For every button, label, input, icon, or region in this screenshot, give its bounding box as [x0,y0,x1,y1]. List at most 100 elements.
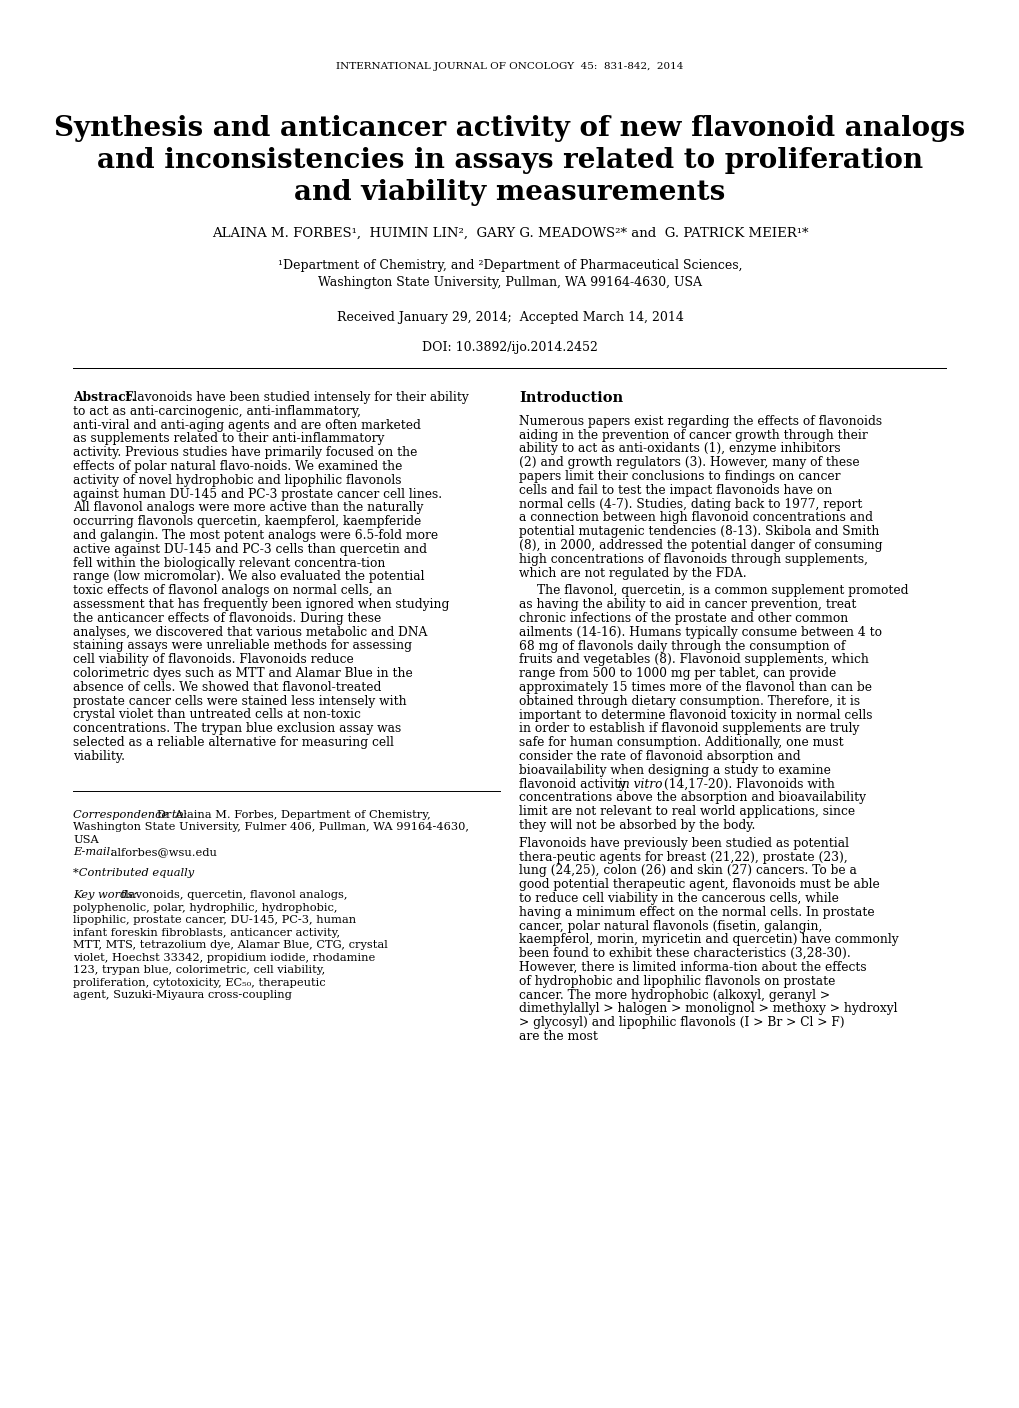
Text: approximately 15 times more of the flavonol than can be: approximately 15 times more of the flavo… [519,681,871,694]
Text: cancer. The more hydrophobic (alkoxyl, geranyl >: cancer. The more hydrophobic (alkoxyl, g… [519,988,829,1001]
Text: papers limit their conclusions to findings on cancer: papers limit their conclusions to findin… [519,470,840,483]
Text: in order to establish if flavonoid supplements are truly: in order to establish if flavonoid suppl… [519,722,859,735]
Text: lipophilic, prostate cancer, DU-145, PC-3, human: lipophilic, prostate cancer, DU-145, PC-… [73,915,356,925]
Text: safe for human consumption. Additionally, one must: safe for human consumption. Additionally… [519,736,843,749]
Text: obtained through dietary consumption. Therefore, it is: obtained through dietary consumption. Th… [519,694,859,708]
Text: The flavonol, quercetin, is a common supplement promoted: The flavonol, quercetin, is a common sup… [536,584,908,597]
Text: normal cells (4-7). Studies, dating back to 1977, report: normal cells (4-7). Studies, dating back… [519,497,861,511]
Text: All flavonol analogs were more active than the naturally: All flavonol analogs were more active th… [73,501,423,514]
Text: Numerous papers exist regarding the effects of flavonoids: Numerous papers exist regarding the effe… [519,415,881,428]
Text: (2) and growth regulators (3). However, many of these: (2) and growth regulators (3). However, … [519,456,859,469]
Text: viability.: viability. [73,750,125,763]
Text: range (low micromolar). We also evaluated the potential: range (low micromolar). We also evaluate… [73,570,424,583]
Text: fruits and vegetables (8). Flavonoid supplements, which: fruits and vegetables (8). Flavonoid sup… [519,653,868,666]
Text: proliferation, cytotoxicity, EC₅₀, therapeutic: proliferation, cytotoxicity, EC₅₀, thera… [73,977,325,987]
Text: been found to exhibit these characteristics (3,28-30).: been found to exhibit these characterist… [519,948,850,960]
Text: aiding in the prevention of cancer growth through their: aiding in the prevention of cancer growt… [519,428,867,442]
Text: effects of polar natural flavo-noids. We examined the: effects of polar natural flavo-noids. We… [73,460,401,473]
Text: high concentrations of flavonoids through supplements,: high concentrations of flavonoids throug… [519,553,867,566]
Text: flavonoids, quercetin, flavonol analogs,: flavonoids, quercetin, flavonol analogs, [121,890,347,900]
Text: Received January 29, 2014;  Accepted March 14, 2014: Received January 29, 2014; Accepted Marc… [336,311,683,324]
Text: *Contributed equally: *Contributed equally [73,867,194,877]
Text: Introduction: Introduction [519,391,623,406]
Text: staining assays were unreliable methods for assessing: staining assays were unreliable methods … [73,639,412,652]
Text: Flavonoids have previously been studied as potential: Flavonoids have previously been studied … [519,836,848,850]
Text: important to determine flavonoid toxicity in normal cells: important to determine flavonoid toxicit… [519,708,871,721]
Text: alforbes@wsu.edu: alforbes@wsu.edu [107,848,217,857]
Text: violet, Hoechst 33342, propidium iodide, rhodamine: violet, Hoechst 33342, propidium iodide,… [73,953,375,963]
Text: lung (24,25), colon (26) and skin (27) cancers. To be a: lung (24,25), colon (26) and skin (27) c… [519,865,856,877]
Text: E-mail:: E-mail: [73,848,114,857]
Text: Correspondence to:: Correspondence to: [73,810,187,819]
Text: they will not be absorbed by the body.: they will not be absorbed by the body. [519,819,755,832]
Text: bioavailability when designing a study to examine: bioavailability when designing a study t… [519,763,830,777]
Text: are the most: are the most [519,1031,597,1043]
Text: USA: USA [73,835,99,845]
Text: ailments (14-16). Humans typically consume between 4 to: ailments (14-16). Humans typically consu… [519,625,881,639]
Text: thera-peutic agents for breast (21,22), prostate (23),: thera-peutic agents for breast (21,22), … [519,850,847,863]
Text: (8), in 2000, addressed the potential danger of consuming: (8), in 2000, addressed the potential da… [519,539,881,552]
Text: DOI: 10.3892/ijo.2014.2452: DOI: 10.3892/ijo.2014.2452 [422,341,597,353]
Text: having a minimum effect on the normal cells. In prostate: having a minimum effect on the normal ce… [519,905,873,919]
Text: to act as anti-carcinogenic, anti-inflammatory,: to act as anti-carcinogenic, anti-inflam… [73,406,361,418]
Text: Abstract.: Abstract. [73,391,136,404]
Text: Dr Alaina M. Forbes, Department of Chemistry,: Dr Alaina M. Forbes, Department of Chemi… [157,810,430,819]
Text: crystal violet than untreated cells at non-toxic: crystal violet than untreated cells at n… [73,708,361,721]
Text: cancer, polar natural flavonols (fisetin, galangin,: cancer, polar natural flavonols (fisetin… [519,919,821,932]
Text: INTERNATIONAL JOURNAL OF ONCOLOGY  45:  831-842,  2014: INTERNATIONAL JOURNAL OF ONCOLOGY 45: 83… [336,62,683,70]
Text: assessment that has frequently been ignored when studying: assessment that has frequently been igno… [73,598,449,611]
Text: flavonoid activity: flavonoid activity [519,777,630,791]
Text: However, there is limited informa-tion about the effects: However, there is limited informa-tion a… [519,962,866,974]
Text: Synthesis and anticancer activity of new flavonoid analogs: Synthesis and anticancer activity of new… [54,115,965,142]
Text: activity of novel hydrophobic and lipophilic flavonols: activity of novel hydrophobic and lipoph… [73,474,401,487]
Text: dimethylallyl > halogen > monolignol > methoxy > hydroxyl: dimethylallyl > halogen > monolignol > m… [519,1002,897,1015]
Text: against human DU-145 and PC-3 prostate cancer cell lines.: against human DU-145 and PC-3 prostate c… [73,487,441,501]
Text: agent, Suzuki-Miyaura cross-coupling: agent, Suzuki-Miyaura cross-coupling [73,990,291,1000]
Text: absence of cells. We showed that flavonol-treated: absence of cells. We showed that flavono… [73,681,381,694]
Text: and viability measurements: and viability measurements [294,179,725,206]
Text: colorimetric dyes such as MTT and Alamar Blue in the: colorimetric dyes such as MTT and Alamar… [73,667,413,680]
Text: a connection between high flavonoid concentrations and: a connection between high flavonoid conc… [519,511,872,524]
Text: ability to act as anti-oxidants (1), enzyme inhibitors: ability to act as anti-oxidants (1), enz… [519,442,840,455]
Text: and inconsistencies in assays related to proliferation: and inconsistencies in assays related to… [97,146,922,175]
Text: 123, trypan blue, colorimetric, cell viability,: 123, trypan blue, colorimetric, cell via… [73,964,325,976]
Text: in vitro: in vitro [618,777,662,791]
Text: to reduce cell viability in the cancerous cells, while: to reduce cell viability in the cancerou… [519,893,838,905]
Text: prostate cancer cells were stained less intensely with: prostate cancer cells were stained less … [73,694,407,708]
Text: Washington State University, Pullman, WA 99164-4630, USA: Washington State University, Pullman, WA… [318,276,701,289]
Text: occurring flavonols quercetin, kaempferol, kaempferide: occurring flavonols quercetin, kaempfero… [73,515,421,528]
Text: of hydrophobic and lipophilic flavonols on prostate: of hydrophobic and lipophilic flavonols … [519,974,835,988]
Text: ¹Department of Chemistry, and ²Department of Pharmaceutical Sciences,: ¹Department of Chemistry, and ²Departmen… [277,259,742,272]
Text: cells and fail to test the impact flavonoids have on: cells and fail to test the impact flavon… [519,484,832,497]
Text: 68 mg of flavonols daily through the consumption of: 68 mg of flavonols daily through the con… [519,639,845,652]
Text: Flavonoids have been studied intensely for their ability: Flavonoids have been studied intensely f… [125,391,469,404]
Text: analyses, we discovered that various metabolic and DNA: analyses, we discovered that various met… [73,625,427,639]
Text: fell within the biologically relevant concentra-tion: fell within the biologically relevant co… [73,556,385,570]
Text: limit are not relevant to real world applications, since: limit are not relevant to real world app… [519,805,854,818]
Text: as having the ability to aid in cancer prevention, treat: as having the ability to aid in cancer p… [519,598,856,611]
Text: active against DU-145 and PC-3 cells than quercetin and: active against DU-145 and PC-3 cells tha… [73,543,427,556]
Text: potential mutagenic tendencies (8-13). Skibola and Smith: potential mutagenic tendencies (8-13). S… [519,525,878,538]
Text: anti-viral and anti-aging agents and are often marketed: anti-viral and anti-aging agents and are… [73,418,421,432]
Text: Key words:: Key words: [73,890,137,900]
Text: > glycosyl) and lipophilic flavonols (I > Br > Cl > F): > glycosyl) and lipophilic flavonols (I … [519,1017,844,1029]
Text: Washington State University, Fulmer 406, Pullman, WA 99164-4630,: Washington State University, Fulmer 406,… [73,822,469,832]
Text: concentrations. The trypan blue exclusion assay was: concentrations. The trypan blue exclusio… [73,722,400,735]
Text: range from 500 to 1000 mg per tablet, can provide: range from 500 to 1000 mg per tablet, ca… [519,667,836,680]
Text: concentrations above the absorption and bioavailability: concentrations above the absorption and … [519,791,865,804]
Text: polyphenolic, polar, hydrophilic, hydrophobic,: polyphenolic, polar, hydrophilic, hydrop… [73,903,337,912]
Text: which are not regulated by the FDA.: which are not regulated by the FDA. [519,566,746,580]
Text: good potential therapeutic agent, flavonoids must be able: good potential therapeutic agent, flavon… [519,879,878,891]
Text: as supplements related to their anti-inflammatory: as supplements related to their anti-inf… [73,432,384,445]
Text: and galangin. The most potent analogs were 6.5-fold more: and galangin. The most potent analogs we… [73,529,438,542]
Text: chronic infections of the prostate and other common: chronic infections of the prostate and o… [519,612,848,625]
Text: activity. Previous studies have primarily focused on the: activity. Previous studies have primaril… [73,446,417,459]
Text: kaempferol, morin, myricetin and quercetin) have commonly: kaempferol, morin, myricetin and quercet… [519,934,898,946]
Text: (14,17-20). Flavonoids with: (14,17-20). Flavonoids with [659,777,835,791]
Text: cell viability of flavonoids. Flavonoids reduce: cell viability of flavonoids. Flavonoids… [73,653,354,666]
Text: selected as a reliable alternative for measuring cell: selected as a reliable alternative for m… [73,736,393,749]
Text: consider the rate of flavonoid absorption and: consider the rate of flavonoid absorptio… [519,750,800,763]
Text: ALAINA M. FORBES¹,  HUIMIN LIN²,  GARY G. MEADOWS²* and  G. PATRICK MEIER¹*: ALAINA M. FORBES¹, HUIMIN LIN², GARY G. … [212,227,807,239]
Text: MTT, MTS, tetrazolium dye, Alamar Blue, CTG, crystal: MTT, MTS, tetrazolium dye, Alamar Blue, … [73,941,387,950]
Text: toxic effects of flavonol analogs on normal cells, an: toxic effects of flavonol analogs on nor… [73,584,391,597]
